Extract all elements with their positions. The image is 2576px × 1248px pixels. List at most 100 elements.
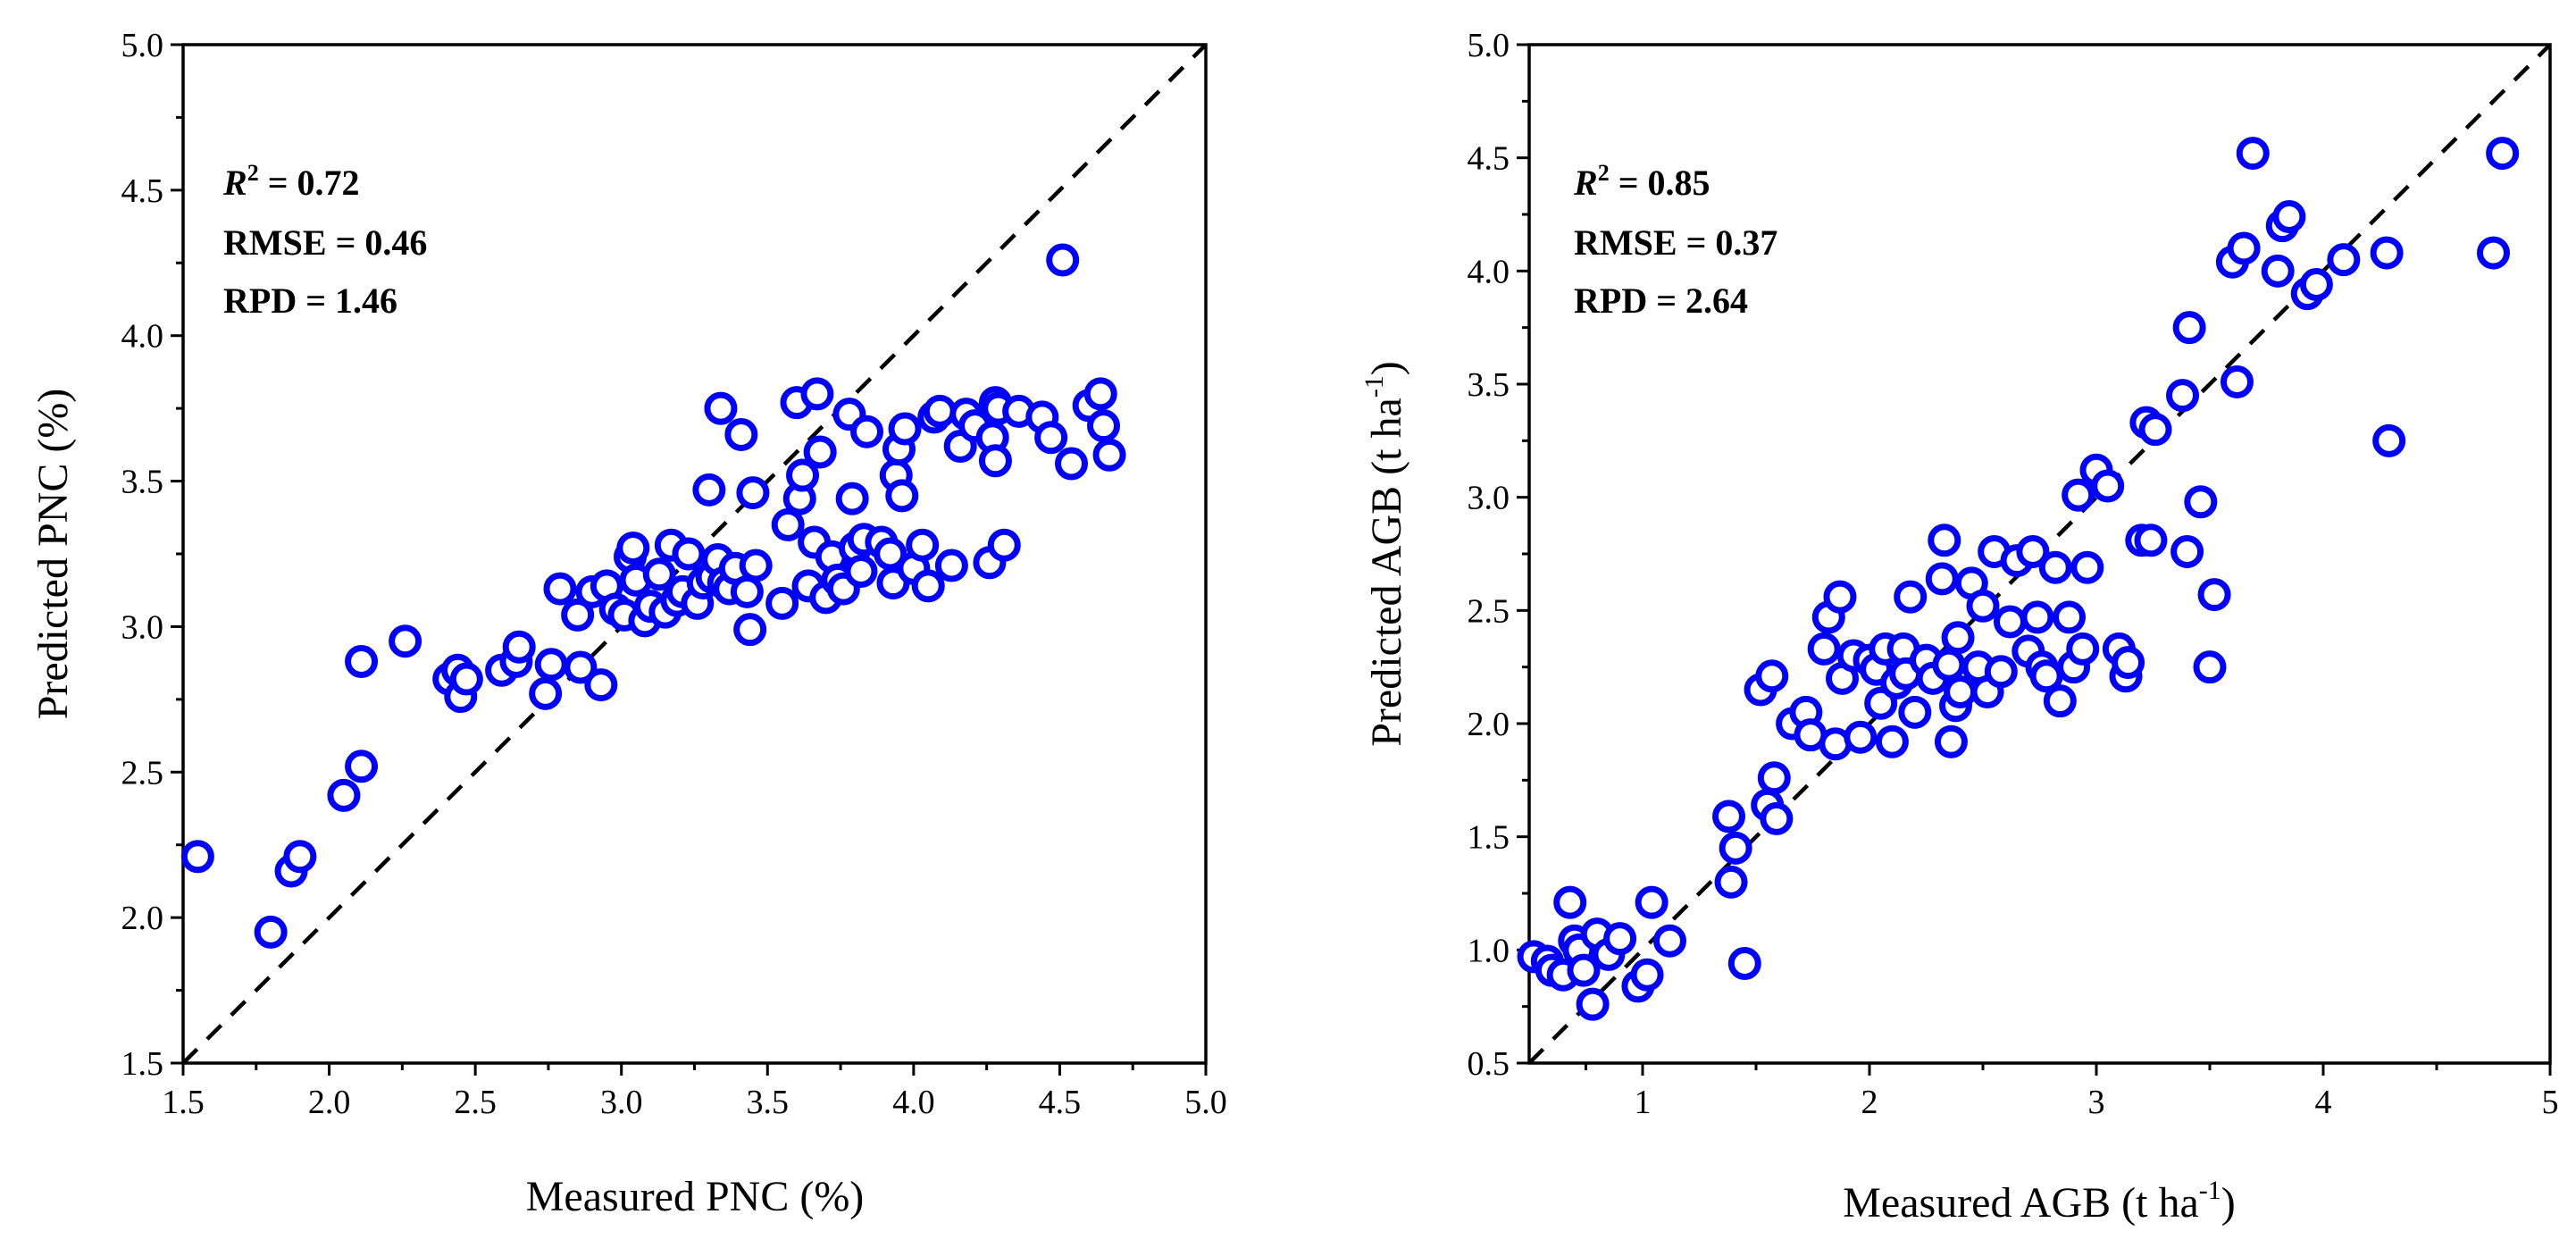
- data-point: [1652, 924, 1686, 958]
- data-point: [1944, 675, 1978, 709]
- data-point: [1925, 562, 1959, 596]
- data-point: [1823, 580, 1857, 614]
- y-tick-label: 3.0: [121, 608, 164, 646]
- y-tick-label: 3.5: [1468, 366, 1510, 404]
- data-point: [1934, 725, 1968, 758]
- data-point: [1714, 865, 1748, 899]
- data-point: [1553, 885, 1587, 919]
- data-point: [529, 676, 563, 710]
- data-point: [844, 555, 878, 589]
- x-tick-label: 2.5: [454, 1084, 497, 1121]
- data-point: [2372, 423, 2406, 457]
- data-point: [1092, 438, 1126, 472]
- data-point: [1757, 761, 1791, 795]
- y-tick-label: 1.0: [1468, 932, 1510, 969]
- data-point: [1046, 243, 1080, 277]
- stat-r2: R2 = 0.72: [222, 160, 359, 203]
- data-point: [564, 650, 598, 684]
- data-point: [1993, 605, 2027, 639]
- data-point: [2091, 469, 2125, 503]
- x-tick-label: 5.0: [1184, 1084, 1227, 1121]
- data-point: [1941, 621, 1975, 655]
- data-point: [1984, 655, 2018, 689]
- y-tick-label: 1.5: [121, 1045, 164, 1083]
- y-axis-label: Predicted PNC (%): [29, 389, 77, 720]
- x-tick-label: 1.5: [162, 1084, 205, 1121]
- y-tick-label: 3.0: [1468, 480, 1510, 517]
- data-point: [389, 624, 422, 658]
- data-point: [2062, 478, 2095, 512]
- data-point: [2038, 550, 2072, 584]
- data-point: [2043, 684, 2077, 718]
- data-point: [923, 394, 957, 428]
- data-point: [1567, 953, 1601, 987]
- data-point: [642, 557, 676, 591]
- x-tick-label: 2.0: [308, 1084, 351, 1121]
- data-point: [2236, 137, 2270, 171]
- data-point: [835, 482, 869, 515]
- x-tick-label: 3.5: [747, 1084, 790, 1121]
- data-point: [1635, 885, 1669, 919]
- y-tick-label: 5.0: [1468, 27, 1510, 64]
- data-point: [2166, 379, 2200, 413]
- data-point: [1034, 421, 1068, 455]
- y-tick-label: 2.0: [1468, 706, 1510, 743]
- data-point: [1898, 695, 1932, 729]
- data-point: [502, 630, 536, 664]
- data-point: [254, 915, 288, 949]
- data-point: [2016, 534, 2050, 568]
- data-point: [2020, 600, 2054, 634]
- data-point: [543, 572, 577, 606]
- x-axis-label: Measured AGB (t ha-1): [1843, 1176, 2236, 1227]
- data-point: [345, 750, 379, 783]
- data-point: [2053, 600, 2087, 634]
- data-point: [2172, 311, 2206, 345]
- x-tick-label: 5: [2542, 1084, 2559, 1121]
- data-point: [803, 435, 837, 469]
- x-tick-label: 3.0: [600, 1084, 643, 1121]
- data-point: [1576, 987, 1610, 1021]
- y-tick-label: 5.0: [121, 27, 164, 64]
- x-tick-label: 2: [1861, 1084, 1878, 1121]
- data-point: [1875, 725, 1909, 758]
- data-point: [786, 458, 820, 492]
- data-point: [978, 444, 1012, 478]
- y-tick-label: 4.5: [1468, 140, 1510, 178]
- y-tick-label: 0.5: [1468, 1045, 1510, 1083]
- y-tick-label: 2.5: [121, 754, 164, 792]
- data-point: [906, 528, 940, 562]
- data-point: [2299, 268, 2333, 302]
- data-point: [584, 668, 618, 702]
- data-point: [180, 840, 214, 874]
- data-point: [733, 613, 767, 647]
- stat-rpd: RPD = 1.46: [223, 281, 397, 321]
- data-point: [561, 598, 595, 632]
- stat-rmse: RMSE = 0.37: [1574, 222, 1777, 263]
- data-point: [2138, 413, 2172, 447]
- data-point: [534, 648, 568, 682]
- data-point: [1055, 447, 1089, 481]
- data-point: [2193, 650, 2227, 684]
- data-point: [800, 377, 834, 411]
- x-tick-label: 4.5: [1039, 1084, 1082, 1121]
- data-point: [2029, 659, 2063, 693]
- data-point: [911, 569, 945, 603]
- data-point: [771, 507, 805, 541]
- data-point: [1928, 523, 1961, 557]
- data-point: [345, 645, 379, 679]
- y-tick-label: 4.0: [1468, 253, 1510, 290]
- data-point: [2134, 523, 2168, 557]
- data-point: [730, 574, 764, 608]
- x-tick-label: 3: [2088, 1084, 2105, 1121]
- data-point: [2370, 236, 2404, 270]
- data-point: [1760, 801, 1794, 835]
- stat-rmse: RMSE = 0.46: [223, 222, 427, 263]
- data-point: [327, 778, 361, 812]
- data-point: [1966, 589, 2000, 623]
- x-tick-label: 1: [1635, 1084, 1652, 1121]
- data-point: [2272, 200, 2306, 234]
- data-point: [1844, 720, 1878, 754]
- y-tick-label: 4.0: [121, 318, 164, 356]
- data-point: [672, 537, 706, 571]
